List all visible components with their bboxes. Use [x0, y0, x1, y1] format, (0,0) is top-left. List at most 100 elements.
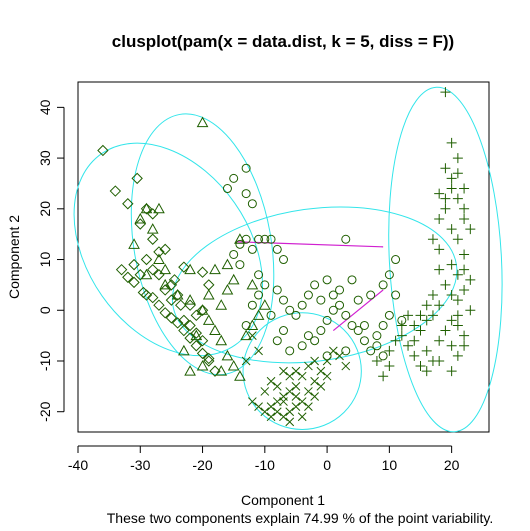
point-c3-28 [303, 331, 313, 341]
point-c5-38 [415, 310, 426, 321]
point-c5-46 [421, 315, 432, 326]
y-tick-label-5: 20 [37, 201, 53, 217]
point-c1-35 [203, 279, 215, 291]
point-c3-18 [272, 285, 282, 295]
point-c3-43 [378, 280, 388, 290]
point-c1-12 [128, 258, 140, 271]
point-c1-8 [147, 233, 159, 245]
y-tick-label-2: -10 [37, 351, 53, 371]
point-c5-45 [415, 325, 426, 336]
point-c5-43 [384, 345, 395, 356]
point-c4-35 [341, 361, 351, 371]
point-c5-62 [378, 371, 389, 382]
point-c4-2 [285, 387, 295, 396]
point-c5-36 [396, 330, 407, 341]
point-c5-65 [446, 366, 457, 377]
point-c5-5 [446, 173, 457, 184]
point-c4-12 [316, 366, 326, 376]
point-c5-60 [434, 355, 445, 366]
point-c3-10 [247, 244, 257, 254]
point-c1-9 [153, 246, 165, 258]
point-c1-43 [134, 269, 146, 281]
point-c2-26 [227, 273, 240, 285]
point-c5-10 [459, 213, 470, 224]
point-c5-44 [409, 335, 420, 346]
point-c5-24 [446, 315, 457, 326]
point-c3-30 [322, 315, 332, 325]
point-c3-24 [279, 326, 288, 336]
x-tick-label-2: -30 [130, 457, 150, 473]
point-c2-11 [171, 289, 184, 300]
point-c1-15 [128, 276, 140, 289]
point-c5-15 [446, 259, 457, 270]
point-c1-1 [97, 144, 109, 157]
point-c5-48 [434, 264, 445, 275]
point-c2-32 [221, 283, 234, 295]
x-axis-label: Component 1 [241, 492, 325, 508]
point-c4-30 [316, 381, 326, 391]
point-c5-53 [452, 168, 463, 179]
point-c5-58 [452, 310, 463, 321]
point-c1-26 [203, 355, 215, 367]
point-c4-19 [260, 387, 270, 396]
point-c5-40 [403, 310, 414, 321]
point-c1-44 [140, 289, 153, 301]
point-c5-57 [465, 274, 476, 285]
point-c4-31 [322, 371, 332, 381]
point-c3-33 [341, 310, 351, 320]
point-c2-33 [202, 289, 215, 300]
point-c5-12 [452, 234, 463, 245]
point-c1-27 [209, 365, 221, 377]
point-c3-56 [372, 341, 382, 351]
point-c1-21 [171, 317, 184, 329]
point-c4-38 [248, 397, 257, 406]
cluster-ellipse-5 [388, 86, 503, 433]
cluster-ellipse-1 [73, 142, 264, 357]
y-tick-label-7: 40 [37, 99, 53, 115]
point-c5-7 [434, 188, 445, 199]
point-c5-27 [459, 330, 470, 341]
point-c2-34 [215, 299, 228, 310]
point-c3-23 [266, 310, 276, 320]
point-c5-30 [421, 345, 432, 356]
point-c5-41 [396, 320, 407, 331]
point-c3-25 [272, 336, 282, 346]
point-c3-4 [241, 189, 251, 199]
point-c2-14 [202, 314, 215, 325]
point-c5-20 [452, 295, 463, 306]
point-c3-46 [341, 234, 351, 244]
point-c5-14 [459, 249, 470, 260]
point-c2-25 [258, 299, 271, 310]
point-c3-35 [353, 326, 363, 336]
point-c5-34 [409, 350, 420, 361]
point-c1-20 [165, 312, 178, 324]
point-c3-47 [322, 275, 332, 285]
point-c2-10 [159, 278, 172, 290]
y-tick-label-3: 0 [37, 306, 53, 314]
point-c5-22 [465, 305, 476, 316]
point-c5-51 [440, 193, 451, 204]
point-c5-37 [409, 320, 420, 331]
point-c3-41 [353, 295, 363, 305]
point-c5-17 [440, 279, 451, 290]
point-c2-6 [128, 238, 140, 249]
y-axis: -20 -10 0 10 20 30 40 [37, 99, 65, 422]
point-c3-38 [372, 331, 382, 341]
point-c4-10 [304, 387, 313, 396]
point-c2-19 [234, 370, 246, 381]
cluster-ellipse-4 [242, 312, 362, 430]
point-c1-13 [115, 263, 128, 276]
x-axis: -40 -30 -20 -10 0 10 20 [68, 445, 460, 473]
point-c3-9 [235, 239, 245, 249]
point-c5-16 [452, 269, 463, 280]
point-c3-1 [241, 163, 251, 173]
point-c3-29 [316, 326, 326, 336]
point-c2-17 [221, 349, 234, 361]
point-c2-24 [252, 309, 265, 320]
point-c5-11 [446, 224, 457, 235]
point-c1-24 [190, 340, 203, 352]
point-c4-21 [279, 366, 288, 376]
point-c4-16 [304, 361, 313, 371]
point-c3-15 [235, 260, 245, 270]
